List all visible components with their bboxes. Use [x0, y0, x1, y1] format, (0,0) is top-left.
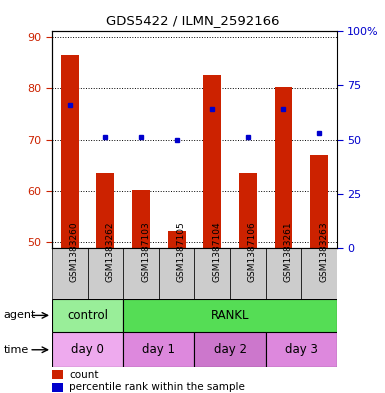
Bar — [230, 248, 266, 299]
Bar — [310, 155, 328, 248]
Text: GSM1383261: GSM1383261 — [283, 221, 293, 282]
Text: control: control — [67, 309, 108, 322]
Text: GSM1387105: GSM1387105 — [177, 221, 186, 282]
Text: GDS5422 / ILMN_2592166: GDS5422 / ILMN_2592166 — [106, 14, 279, 27]
Bar — [52, 332, 123, 367]
Bar — [61, 55, 79, 248]
Bar — [159, 248, 194, 299]
Text: GSM1383262: GSM1383262 — [105, 221, 114, 282]
Text: GSM1387103: GSM1387103 — [141, 221, 150, 282]
Bar — [52, 383, 64, 392]
Bar — [123, 299, 337, 332]
Bar — [123, 248, 159, 299]
Text: GSM1387106: GSM1387106 — [248, 221, 257, 282]
Text: time: time — [4, 345, 29, 355]
Bar — [194, 332, 266, 367]
Bar — [194, 248, 230, 299]
Text: GSM1383260: GSM1383260 — [70, 221, 79, 282]
Text: agent: agent — [4, 310, 36, 320]
Bar — [239, 173, 257, 248]
Text: RANKL: RANKL — [211, 309, 249, 322]
Text: percentile rank within the sample: percentile rank within the sample — [69, 382, 245, 392]
Bar — [266, 332, 337, 367]
Bar — [275, 87, 292, 248]
Text: GSM1387104: GSM1387104 — [212, 221, 221, 282]
Bar — [132, 190, 150, 248]
Bar — [123, 332, 194, 367]
Bar — [52, 248, 88, 299]
Bar — [203, 75, 221, 248]
Bar — [266, 248, 301, 299]
Bar — [52, 370, 64, 379]
Text: day 1: day 1 — [142, 343, 175, 356]
Text: GSM1383263: GSM1383263 — [319, 221, 328, 282]
Text: day 2: day 2 — [214, 343, 246, 356]
Text: day 3: day 3 — [285, 343, 318, 356]
Bar — [88, 248, 123, 299]
Bar — [52, 299, 123, 332]
Bar — [97, 173, 114, 248]
Bar — [168, 231, 186, 248]
Text: count: count — [69, 369, 99, 380]
Bar — [301, 248, 337, 299]
Text: day 0: day 0 — [71, 343, 104, 356]
